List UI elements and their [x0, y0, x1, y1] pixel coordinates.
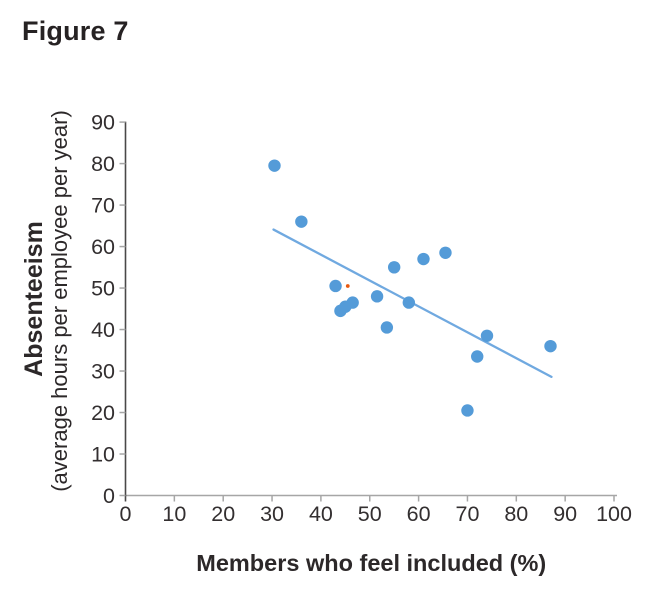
x-tick-label: 20 — [211, 502, 235, 526]
data-point-organizations — [329, 279, 342, 293]
data-point-organizations — [268, 159, 281, 172]
data-point-organizations — [544, 339, 557, 353]
x-tick-label: 50 — [358, 502, 382, 526]
data-point-organizations — [387, 261, 401, 274]
y-tick-label: 0 — [103, 484, 115, 508]
x-axis-title: Members who feel included (%) — [196, 550, 546, 576]
data-point-organizations — [417, 252, 430, 266]
y-tick-label: 90 — [91, 111, 115, 135]
x-tick-label: 100 — [596, 502, 632, 526]
y-tick-label: 80 — [91, 152, 115, 176]
y-tick-label: 10 — [91, 443, 115, 467]
x-tick-label: 80 — [504, 502, 528, 526]
data-point-organizations — [439, 246, 452, 259]
data-point-organizations — [461, 404, 474, 417]
data-point-organizations — [480, 329, 494, 342]
x-tick-label: 60 — [407, 502, 431, 526]
y-axis-title: Absenteeism — [20, 221, 48, 377]
data-point-organizations — [402, 296, 416, 309]
data-point-organizations — [380, 321, 394, 334]
data-point-organizations — [346, 296, 359, 309]
x-tick-label: 30 — [260, 502, 284, 526]
data-point-organizations — [370, 290, 384, 303]
y-tick-label: 30 — [91, 360, 115, 384]
data-point-organizations — [471, 350, 484, 363]
x-tick-label: 10 — [162, 502, 186, 526]
x-tick-label: 0 — [120, 502, 132, 526]
y-tick-label: 20 — [91, 401, 115, 425]
y-tick-label: 60 — [91, 235, 115, 259]
data-point-organizations — [295, 215, 308, 228]
data-point-highlight-dot — [345, 284, 350, 288]
y-tick-label: 50 — [91, 277, 115, 301]
y-tick-label: 40 — [91, 318, 115, 342]
y-tick-label: 70 — [91, 194, 115, 218]
y-axis-subtitle: (average hours per employee per year) — [47, 110, 72, 492]
x-tick-label: 90 — [553, 502, 577, 526]
x-tick-label: 70 — [455, 502, 479, 526]
x-tick-label: 40 — [309, 502, 333, 526]
figure-title: Figure 7 — [22, 16, 129, 46]
